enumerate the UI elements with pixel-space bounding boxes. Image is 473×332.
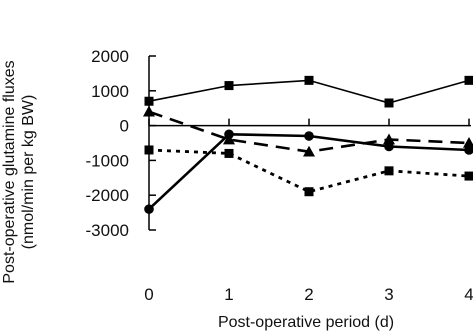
square-marker	[144, 96, 154, 106]
y-tick-label: 2000	[91, 47, 129, 66]
y-tick-label: -3000	[86, 221, 129, 240]
y-tick-label: 0	[120, 117, 129, 136]
axes: 2000 1000 0 -1000 -2000 -3000 0 1 2 3 4	[86, 47, 473, 304]
y-axis-title-line-2: (nmol/min per kg BW)	[20, 95, 37, 250]
x-tick-label: 3	[384, 285, 393, 304]
y-tick-label: -2000	[86, 186, 129, 205]
triangle-marker	[303, 145, 315, 157]
square-marker	[384, 98, 394, 108]
y-tick-label: 1000	[91, 82, 129, 101]
series-layer	[143, 75, 473, 214]
y-tick-label: -1000	[86, 151, 129, 170]
square-marker	[304, 187, 314, 197]
x-tick-label: 2	[304, 285, 313, 304]
series-4	[144, 145, 473, 197]
circle-marker	[224, 129, 234, 140]
triangle-marker	[463, 137, 473, 148]
square-marker	[384, 166, 394, 176]
circle-marker	[304, 131, 314, 141]
square-marker	[144, 145, 154, 155]
circle-marker	[464, 145, 473, 155]
series-line	[148, 133, 470, 211]
x-tick-label: 1	[224, 285, 233, 304]
y-axis-title-line-1: Post-operative glutamine fluxes	[1, 60, 18, 283]
series-3	[144, 129, 473, 214]
square-marker	[464, 171, 473, 181]
series-1	[144, 75, 473, 108]
square-marker	[224, 148, 234, 158]
circle-marker	[144, 204, 154, 214]
triangle-marker	[383, 133, 395, 145]
x-axis-title: Post-operative period (d)	[218, 314, 394, 331]
x-tick-label: 4	[464, 285, 473, 304]
square-marker	[304, 75, 314, 85]
square-marker	[464, 75, 473, 85]
circle-marker	[384, 141, 394, 152]
triangle-marker	[143, 105, 155, 117]
x-tick-label: 0	[144, 285, 153, 304]
square-marker	[224, 81, 234, 91]
